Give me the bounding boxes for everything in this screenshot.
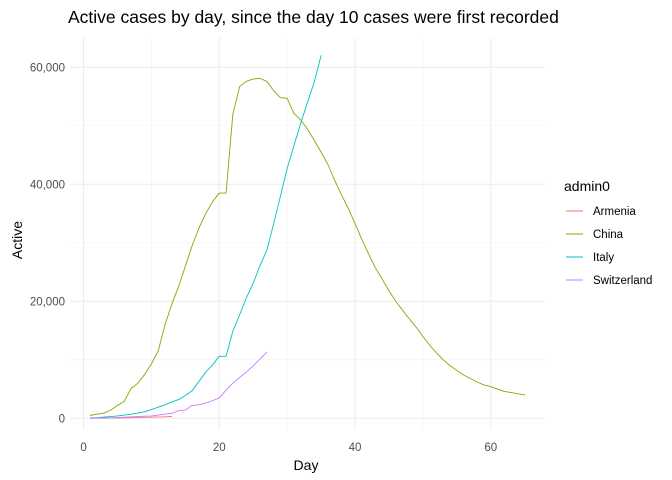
- series-lines: [89, 55, 526, 419]
- legend-label-switzerland: Switzerland: [593, 275, 652, 287]
- y-axis-ticks: 0 20,000 40,000 60,000: [30, 62, 65, 425]
- legend: admin0 Armenia China Italy Switzerland: [564, 178, 652, 287]
- series-line-italy: [89, 55, 322, 419]
- y-tick-label: 0: [59, 413, 65, 425]
- grid-lines: [70, 38, 545, 430]
- x-axis-ticks: 0 20 40 60: [80, 442, 497, 454]
- series-line-switzerland: [89, 351, 268, 419]
- y-tick-label: 20,000: [30, 296, 65, 308]
- y-axis-title: Active: [9, 221, 25, 259]
- chart-title: Active cases by day, since the day 10 ca…: [68, 7, 559, 27]
- x-tick-label: 60: [484, 442, 497, 454]
- legend-label-armenia: Armenia: [593, 206, 636, 218]
- legend-label-italy: Italy: [593, 252, 614, 264]
- y-tick-label: 40,000: [30, 179, 65, 191]
- legend-label-china: China: [593, 229, 624, 241]
- y-tick-label: 60,000: [30, 62, 65, 74]
- legend-title: admin0: [564, 178, 610, 194]
- x-tick-label: 40: [349, 442, 362, 454]
- x-tick-label: 0: [80, 442, 86, 454]
- series-line-china: [89, 77, 526, 416]
- x-tick-label: 20: [213, 442, 226, 454]
- x-axis-title: Day: [294, 457, 319, 473]
